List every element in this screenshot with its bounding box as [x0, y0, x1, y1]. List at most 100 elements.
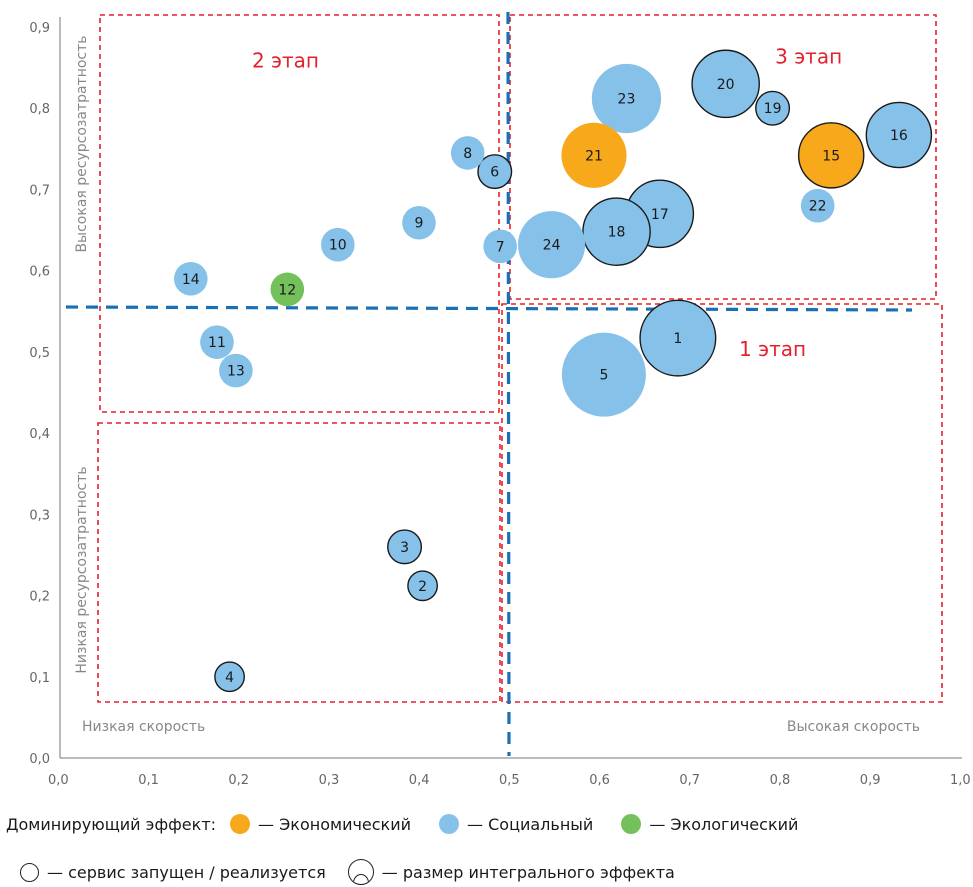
bubble: [270, 272, 305, 307]
bubble: [387, 529, 423, 565]
legend-outline: — сервис запущен / реализуется — размер …: [6, 859, 689, 885]
bubble-label: 23: [618, 91, 636, 107]
annotations: Высокая ресурсозатратность Низкая ресурсо…: [74, 35, 920, 735]
stage-label: 1 этап: [739, 337, 806, 361]
y-tick-label: 0,6: [29, 265, 50, 280]
bubble-label: 4: [225, 670, 234, 686]
bubble-label: 2: [418, 579, 427, 595]
bubble: [755, 90, 791, 126]
bubble-chart: 0,0 0,1 0,2 0,3 0,4 0,5 0,6 0,7 0,8 0,9 1,0 0,0 0,1 0…: [29, 11, 971, 788]
bubble-label: 18: [608, 225, 626, 241]
x-tick-label: 0,5: [499, 773, 520, 788]
x-tick-label: 0,0: [48, 773, 69, 788]
x-tick-label: 0,1: [138, 773, 159, 788]
y-tick-label: 0,0: [29, 752, 50, 767]
bubble: [639, 299, 717, 377]
y-tick-label: 0,5: [29, 346, 50, 361]
bubble: [691, 49, 760, 119]
y-tick-label: 0,2: [29, 590, 50, 605]
bubble-label: 6: [490, 165, 499, 181]
stage-box: [99, 14, 500, 413]
axes: 0,0 0,1 0,2 0,3 0,4 0,5 0,6 0,7 0,8 0,9 1,0 0,0 0,1 0…: [29, 17, 971, 788]
y-tick-label: 0,3: [29, 508, 50, 523]
x-tick-label: 0,3: [319, 773, 340, 788]
bubble: [173, 261, 208, 296]
x-tick-label: 0,7: [679, 773, 700, 788]
bubble: [800, 188, 835, 223]
y-tick-label: 0,8: [29, 102, 50, 117]
stage-box: [501, 303, 943, 703]
bubble-label: 12: [278, 282, 296, 298]
bubble: [591, 63, 662, 134]
bubble: [561, 122, 627, 188]
bubble: [517, 211, 586, 279]
legend-effects: Доминирующий эффект: — Экономический — С…: [6, 814, 812, 834]
bubble: [561, 332, 646, 417]
legend-title: Доминирующий эффект:: [6, 814, 217, 834]
y-tick-label: 0,7: [29, 183, 50, 198]
bubble-label: 21: [585, 148, 603, 164]
threshold-lines: [65, 11, 913, 757]
bubble-label: 10: [329, 238, 347, 254]
bubble-label: 14: [182, 272, 200, 288]
stage-boxes: 1 этап 2 этап 3 этап: [97, 14, 943, 703]
y-high-annotation: Высокая ресурсозатратность: [74, 35, 90, 252]
bubble-label: 5: [599, 368, 608, 384]
legend-ecological-label: — Экологический: [649, 814, 799, 834]
bubble: [407, 570, 439, 602]
bubble-label: 1: [673, 331, 682, 347]
bubble: [582, 197, 651, 266]
legend-size-label: — размер интегрального эффекта: [381, 862, 675, 882]
bubble: [219, 353, 253, 388]
bubble-label: 7: [496, 239, 505, 255]
bubble: [200, 325, 234, 359]
y-threshold-line: [65, 305, 913, 312]
legend-ecological-swatch: [621, 814, 642, 834]
bubble: [477, 154, 513, 190]
stage-label: 3 этап: [775, 45, 842, 69]
bubble-label: 13: [227, 364, 245, 380]
legend-social-swatch: [439, 814, 460, 834]
bubble-label: 9: [415, 216, 424, 232]
x-low-annotation: Низкая скорость: [82, 719, 205, 735]
legend-economic-label: — Экономический: [258, 814, 412, 834]
y-tick-label: 0,9: [29, 21, 50, 36]
bubble-label: 3: [400, 540, 409, 556]
y-tick-label: 0,4: [29, 427, 50, 442]
bubble-label: 11: [208, 335, 226, 351]
legend-social-label: — Социальный: [467, 814, 594, 834]
bubble-label: 22: [809, 199, 827, 215]
x-tick-label: 0,4: [409, 773, 430, 788]
legend-launched-label: — сервис запущен / реализуется: [47, 862, 326, 882]
legend-size-icon: [347, 859, 374, 885]
x-threshold-line: [506, 11, 511, 757]
bubble: [483, 229, 517, 264]
bubble: [214, 661, 245, 693]
x-tick-label: 1,0: [950, 773, 971, 788]
y-tick-label: 0,1: [29, 671, 50, 686]
bubble: [797, 122, 865, 189]
stage-box: [509, 14, 937, 300]
bubble: [402, 205, 436, 240]
bubble: [865, 101, 933, 169]
bubble: [321, 227, 355, 262]
stage-label: 2 этап: [252, 49, 319, 73]
bubble-label: 8: [463, 146, 472, 162]
legend-economic-swatch: [230, 814, 251, 834]
x-tick-label: 0,2: [228, 773, 249, 788]
legend-launched-circle: [20, 862, 39, 882]
bubble-label: 16: [890, 128, 908, 144]
bubble-label: 20: [717, 77, 735, 93]
quadrant-box: [97, 422, 501, 703]
bubble-label: 17: [651, 207, 669, 223]
bubble: [450, 136, 485, 170]
x-high-annotation: Высокая скорость: [787, 719, 920, 735]
x-tick-label: 0,8: [770, 773, 791, 788]
bubble-label: 15: [822, 148, 840, 164]
y-low-annotation: Низкая ресурсозатратность: [74, 466, 90, 673]
x-tick-label: 0,6: [589, 773, 610, 788]
bubble-label: 19: [764, 101, 782, 117]
bubble-label: 24: [543, 238, 561, 254]
x-tick-label: 0,9: [860, 773, 881, 788]
